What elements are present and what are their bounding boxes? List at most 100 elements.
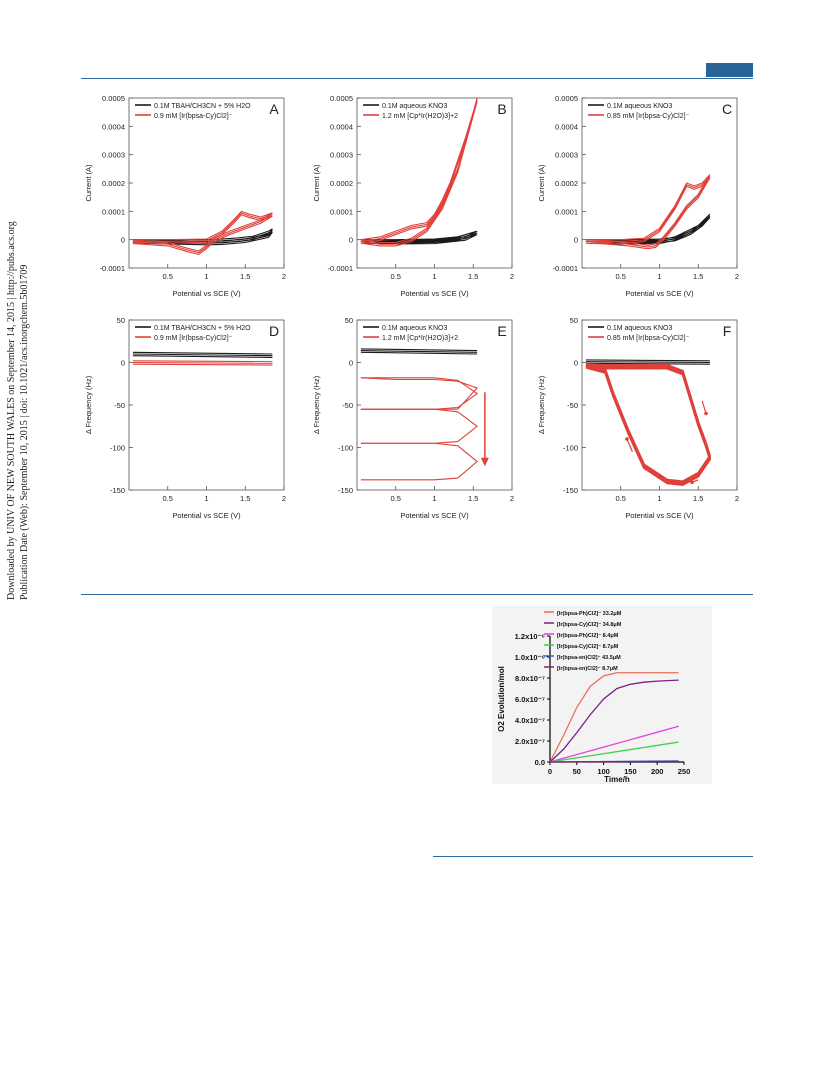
y-tick-label: -0.0001 [553, 264, 578, 273]
series-line [585, 359, 710, 362]
legend-entry: 1.2 mM [Cp*Ir(H2O)3]+2 [382, 113, 458, 120]
legend-entry: [Ir(bpsa-en)Cl2]⁻ 8.7μM [557, 666, 618, 672]
series-line [585, 363, 712, 483]
legend-entry: 1.2 mM [Cp*Ir(H2O)3]+2 [382, 335, 458, 342]
panel-letter: B [497, 101, 506, 117]
x-tick-label: 1.5 [240, 272, 250, 281]
x-tick-label: 2 [510, 494, 514, 503]
y-tick-label: 0.0005 [330, 94, 353, 103]
y-tick-label: 0.0003 [555, 151, 578, 160]
plot-frame [128, 319, 285, 491]
legend-entry: 0.1M TBAH/CH3CN + 5% H2O [154, 325, 251, 332]
legend-entry: [Ir(bpsa-Cy)Cl2]⁻ 34.8μM [557, 622, 622, 628]
x-tick-label: 100 [597, 767, 610, 776]
series-line [360, 351, 478, 355]
series-line [132, 214, 273, 255]
y-tick-label: 0 [121, 236, 125, 245]
download-line-2: Publication Date (Web): September 10, 20… [19, 265, 30, 600]
o2-evolution-chart: 0.0 2.0x10⁻⁷ 4.0x10⁻⁷ 6.0x10⁻⁷ 8.0x10⁻⁷ 1.0x1… [492, 606, 712, 784]
y-tick-label: 4.0x10⁻⁷ [515, 716, 545, 725]
y-tick-label: -0.0001 [328, 264, 353, 273]
series-line [360, 350, 478, 353]
x-axis-label: Potential vs SCE (V) [625, 511, 694, 520]
legend-entry: 0.1M aqueous KNO3 [382, 325, 447, 332]
legend-entry: [Ir(bpsa-Ph)Cl2]⁻ 8.4μM [557, 633, 619, 639]
legend-entry: 0.85 mM [Ir(bpsa-Cy)Cl2]⁻ [607, 113, 690, 120]
x-tick-label: 1 [657, 494, 661, 503]
panel-letter: F [723, 323, 732, 339]
x-axis-label: Potential vs SCE (V) [172, 511, 241, 520]
x-tick-label: 1.5 [468, 494, 478, 503]
x-tick-label: 0 [548, 767, 552, 776]
series-line [132, 353, 273, 357]
series-line [585, 366, 712, 487]
direction-arrowhead [625, 437, 629, 441]
x-tick-label: 1 [204, 272, 208, 281]
series-line [360, 99, 478, 245]
series-line [132, 355, 273, 358]
y-tick-label: 0 [574, 359, 578, 368]
y-tick-label: 1.0x10⁻⁶ [515, 653, 545, 662]
chart-panel-e: -150 -100 -50 0 50 0.5 1 1.5 2 Potential vs SCE (… [305, 310, 525, 533]
plot-frame [356, 319, 513, 491]
y-axis-label: Current (A) [84, 164, 93, 202]
x-tick-label: 2 [735, 494, 739, 503]
legend-entry: 0.1M aqueous KNO3 [382, 103, 447, 110]
y-tick-label: 0.0002 [555, 179, 578, 188]
chart-panel-d: -150 -100 -50 0 50 0.5 1 1.5 2 Potential vs SCE (… [77, 310, 297, 533]
series-line [585, 361, 710, 364]
x-axis-label: Potential vs SCE (V) [400, 511, 469, 520]
download-notice: Downloaded by UNIV OF NEW SOUTH WALES on… [0, 0, 40, 1091]
x-tick-label: 0.5 [391, 494, 401, 503]
y-tick-label: -150 [110, 486, 125, 495]
legend-entry: [Ir(bpsa-en)Cl2]⁻ 43.5μM [557, 655, 621, 661]
x-tick-label: 250 [678, 767, 691, 776]
series-line [132, 360, 273, 363]
x-tick-label: 1 [204, 494, 208, 503]
panel-letter: E [497, 323, 506, 339]
series-line [585, 174, 711, 246]
direction-arrow [701, 400, 707, 414]
y-tick-label: 0.0004 [330, 122, 353, 131]
section-rule [81, 594, 753, 595]
y-tick-label: 0.0005 [102, 94, 125, 103]
y-tick-label: -100 [110, 444, 125, 453]
plot-frame [581, 319, 738, 491]
y-tick-label: 0.0002 [102, 179, 125, 188]
y-tick-label: -150 [338, 486, 353, 495]
series-line [360, 408, 479, 444]
legend-entry: [Ir(bpsa-Ph)Cl2]⁻ 33.2μM [557, 611, 622, 617]
series-line [585, 217, 711, 245]
series-line [585, 364, 712, 485]
x-tick-label: 2 [282, 272, 286, 281]
x-tick-label: 0.5 [391, 272, 401, 281]
series-line [585, 213, 711, 242]
y-tick-label: -50 [342, 401, 353, 410]
y-tick-label: -0.0001 [100, 264, 125, 273]
series-line [360, 101, 478, 247]
x-tick-label: 1 [432, 494, 436, 503]
x-axis-label: Potential vs SCE (V) [400, 289, 469, 298]
y-tick-label: -50 [567, 401, 578, 410]
series-line [132, 363, 273, 366]
direction-arrowhead [704, 411, 708, 416]
y-tick-label: 2.0x10⁻⁷ [515, 737, 545, 746]
series-line [549, 672, 679, 763]
legend-entry: 0.9 mM [Ir(bpsa-Cy)Cl2]⁻ [154, 335, 233, 342]
x-tick-label: 1 [432, 272, 436, 281]
x-tick-label: 0.5 [163, 494, 173, 503]
series-line [132, 361, 273, 364]
series-line [549, 760, 679, 763]
legend-entry: 0.1M TBAH/CH3CN + 5% H2O [154, 103, 251, 110]
x-tick-label: 2 [510, 272, 514, 281]
x-axis-label: Potential vs SCE (V) [625, 289, 694, 298]
series-line [360, 377, 479, 410]
x-tick-label: 1.5 [240, 494, 250, 503]
panel-letter: D [269, 323, 279, 339]
y-tick-label: -150 [563, 486, 578, 495]
y-tick-label: -100 [563, 444, 578, 453]
y-tick-label: 0.0004 [102, 122, 125, 131]
series-line [585, 177, 711, 250]
series-line [360, 377, 479, 410]
y-tick-label: 1.2x10⁻⁶ [515, 632, 545, 641]
